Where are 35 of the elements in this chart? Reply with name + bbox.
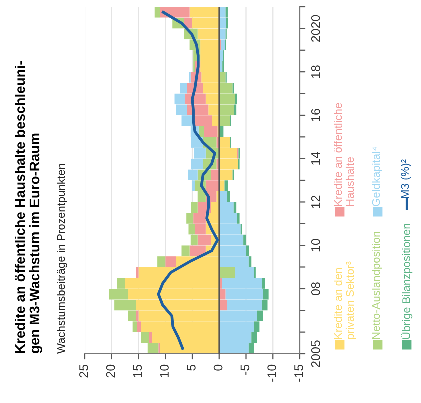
y-tick-label: 16: [311, 109, 320, 122]
text: M3 (%)²: [401, 160, 412, 198]
bar: [237, 213, 240, 224]
bar: [219, 267, 236, 278]
x-tick-label: 5: [187, 364, 196, 371]
x-tick-label: 15: [133, 364, 142, 378]
text: Geldkapital⁴: [372, 147, 382, 206]
y-tick-label: 14: [312, 152, 320, 165]
x-tick-label: 25: [80, 364, 88, 378]
y-tick-label: 2005: [311, 340, 320, 368]
text: Übrige Bilanzpositionen: [401, 224, 413, 340]
bar: [136, 267, 139, 278]
x-tick-label: 0: [214, 364, 223, 371]
x-tick-label: 10: [160, 364, 169, 378]
bar: [158, 256, 166, 268]
text: Kredite an öffentliche Haushalte beschleuni- gen M3-Wachstum im Euro-Raum: [15, 61, 42, 354]
y-tick-label: 18: [311, 66, 320, 78]
text: Kredite an öffentliche Haushalte: [334, 103, 354, 206]
text: Wachstumsbeiträge in Prozentpunkten: [57, 164, 68, 354]
y-tick-label: 12: [311, 196, 320, 208]
bar: [150, 332, 152, 344]
bar: [244, 234, 246, 246]
y-tick-label: 10: [311, 239, 320, 252]
y-tick-label: 08: [311, 282, 320, 296]
x-tick-label: -15: [294, 364, 304, 382]
x-tick-label: -5: [240, 364, 250, 375]
bar: [234, 202, 237, 214]
text: Netto-Auslandposition: [372, 232, 382, 340]
x-tick-label: 20: [106, 364, 116, 378]
y-tick-label: 2020: [311, 15, 320, 42]
bar: [166, 256, 176, 268]
x-tick-label: -10: [268, 364, 276, 382]
bar: [182, 246, 190, 256]
bar: [154, 7, 160, 18]
text: Kredite an den privaten Sektor³: [334, 262, 356, 340]
